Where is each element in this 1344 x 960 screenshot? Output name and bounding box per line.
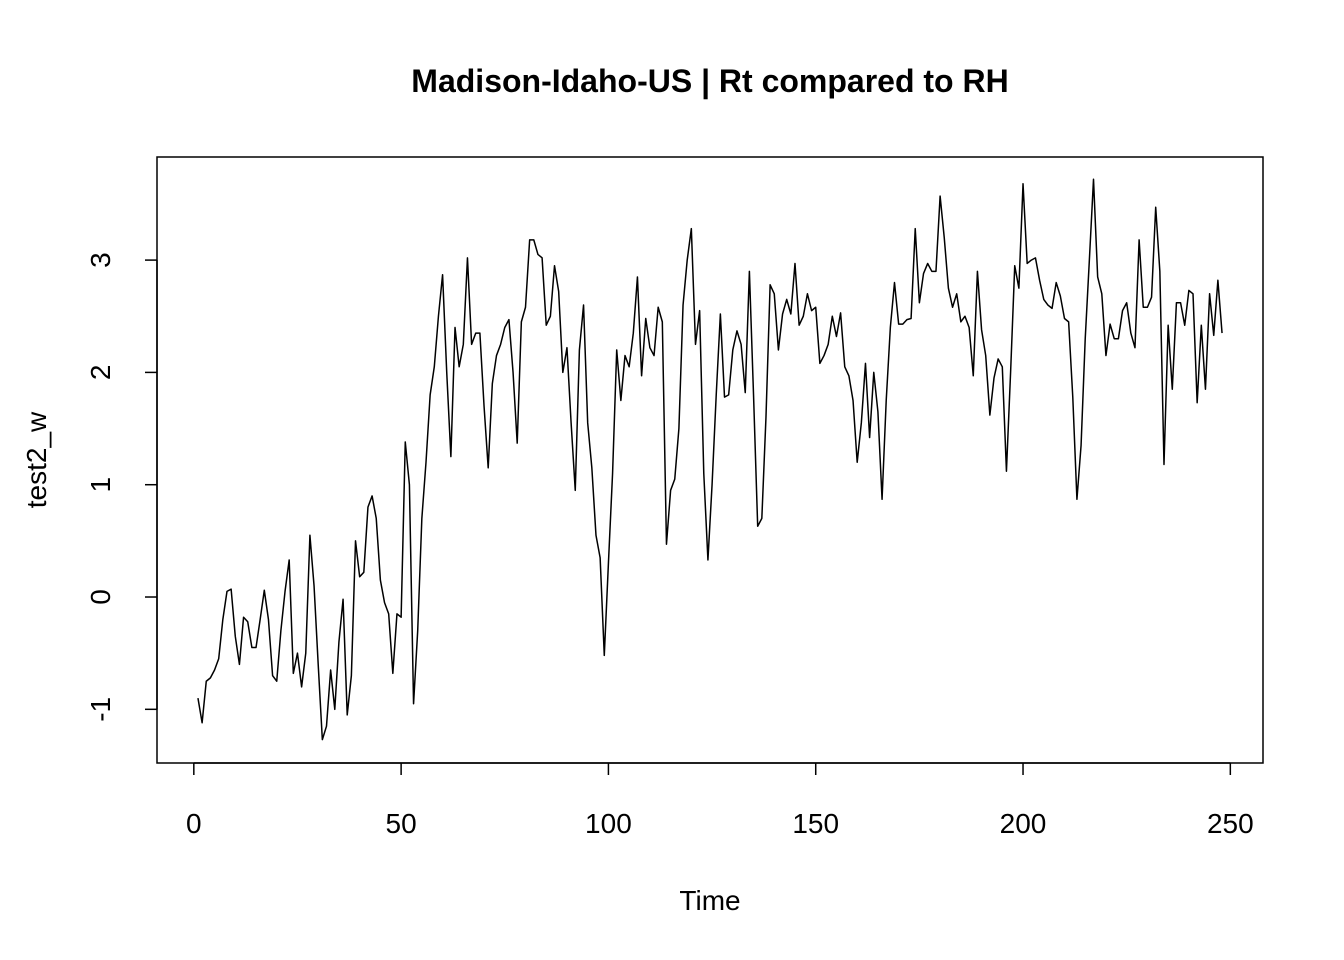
- y-axis-label: test2_w: [21, 411, 52, 508]
- x-tick-label: 0: [186, 808, 202, 839]
- x-tick-label: 200: [1000, 808, 1047, 839]
- chart-title: Madison-Idaho-US | Rt compared to RH: [411, 63, 1008, 99]
- y-tick-label: 2: [85, 365, 116, 381]
- x-tick-label: 100: [585, 808, 632, 839]
- y-tick-label: 3: [85, 252, 116, 268]
- x-tick-label: 50: [386, 808, 417, 839]
- x-tick-label: 250: [1207, 808, 1254, 839]
- x-axis-label: Time: [679, 885, 740, 916]
- y-tick-label: 1: [85, 477, 116, 493]
- y-tick-label: -1: [85, 697, 116, 722]
- y-tick-label: 0: [85, 589, 116, 605]
- data-line: [197, 178, 1223, 741]
- x-tick-label: 150: [792, 808, 839, 839]
